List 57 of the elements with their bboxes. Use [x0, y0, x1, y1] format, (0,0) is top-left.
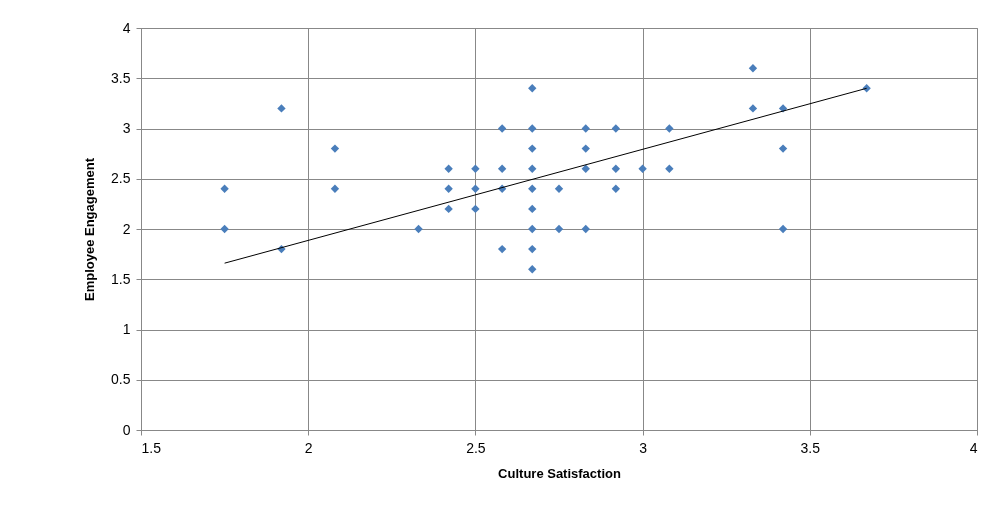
- point: [665, 124, 674, 133]
- point: [528, 124, 537, 133]
- y-tick-label: 0: [122, 421, 131, 438]
- y-tick-label: 1: [122, 321, 131, 337]
- y-axis-title: Employee Engagement: [82, 157, 98, 302]
- point: [581, 224, 590, 234]
- x-tick-label: 4: [969, 439, 978, 456]
- x-tick-label: 2: [304, 439, 313, 456]
- point: [748, 64, 758, 73]
- point: [497, 244, 507, 254]
- point: [581, 144, 590, 153]
- point: [528, 265, 537, 274]
- x-tick-label: 1.5: [141, 439, 162, 456]
- point: [528, 144, 537, 153]
- y-tick-label: 0.5: [111, 371, 131, 388]
- point: [497, 164, 507, 173]
- y-tick-label: 1.5: [111, 270, 131, 287]
- point: [444, 184, 453, 193]
- point: [528, 184, 537, 193]
- point: [665, 164, 674, 173]
- point: [611, 164, 621, 173]
- point: [581, 124, 590, 133]
- x-tick-label: 2.5: [466, 439, 486, 456]
- point: [611, 124, 621, 133]
- point: [497, 124, 507, 133]
- point: [528, 204, 537, 214]
- point: [330, 184, 340, 193]
- point: [471, 184, 480, 193]
- point: [330, 144, 340, 153]
- point: [220, 224, 229, 234]
- y-tick-label: 3: [122, 120, 131, 136]
- point: [471, 164, 480, 173]
- x-axis-title: Culture Satisfaction: [498, 465, 621, 481]
- point: [414, 224, 423, 234]
- point: [528, 84, 537, 93]
- point: [471, 204, 480, 214]
- point: [748, 104, 758, 113]
- x-tick-label: 3.5: [800, 439, 821, 456]
- point: [581, 164, 590, 173]
- y-tick-label: 2: [122, 220, 131, 237]
- point: [778, 144, 788, 153]
- y-tick-label: 4: [122, 19, 131, 36]
- point: [220, 184, 229, 193]
- point: [444, 204, 453, 214]
- point: [528, 244, 537, 254]
- point: [528, 164, 537, 173]
- x-tick-label: 3: [639, 439, 648, 456]
- y-tick-label: 2.5: [111, 170, 131, 187]
- point: [554, 224, 564, 234]
- point: [528, 224, 537, 234]
- y-tick-label: 3.5: [111, 69, 131, 86]
- point: [554, 184, 564, 193]
- point: [778, 224, 788, 234]
- point: [277, 104, 286, 113]
- point: [444, 164, 453, 173]
- point: [638, 164, 647, 173]
- point: [611, 184, 621, 193]
